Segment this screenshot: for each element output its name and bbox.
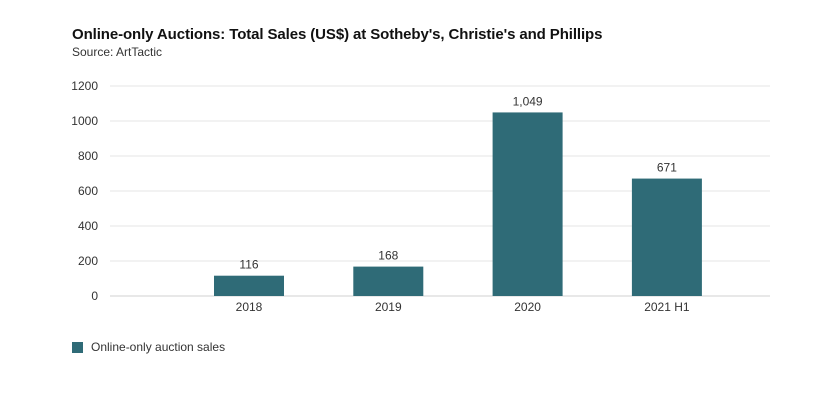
y-tick-label: 1200	[71, 79, 98, 93]
legend: Online-only auction sales	[72, 340, 225, 354]
y-tick-label: 200	[78, 254, 98, 268]
y-tick-label: 0	[91, 289, 98, 303]
data-label: 671	[657, 161, 677, 175]
y-tick-label: 800	[78, 149, 98, 163]
x-tick-label: 2018	[236, 300, 263, 314]
x-tick-label: 2019	[375, 300, 402, 314]
chart-title: Online-only Auctions: Total Sales (US$) …	[72, 26, 603, 43]
bars: 116 168 1,049 671	[214, 94, 702, 296]
bar	[353, 266, 424, 296]
x-tick-label: 2020	[514, 300, 541, 314]
bar	[631, 178, 702, 296]
y-tick-label: 1000	[71, 114, 98, 128]
x-tick-label: 2021 H1	[644, 300, 690, 314]
bar	[492, 112, 563, 296]
y-tick-label: 600	[78, 184, 98, 198]
bar	[214, 275, 284, 296]
legend-swatch	[72, 341, 83, 353]
chart-subtitle: Source: ArtTactic	[72, 45, 163, 59]
y-axis-ticks: 0 200 400 600 800 1000 1200	[71, 79, 98, 303]
legend-label: Online-only auction sales	[91, 340, 226, 354]
y-tick-label: 400	[78, 219, 98, 233]
data-label: 1,049	[513, 94, 543, 108]
data-label: 168	[378, 249, 398, 263]
data-label: 116	[239, 258, 258, 272]
x-axis-ticks: 2018 2019 2020 2021 H1	[236, 300, 690, 314]
